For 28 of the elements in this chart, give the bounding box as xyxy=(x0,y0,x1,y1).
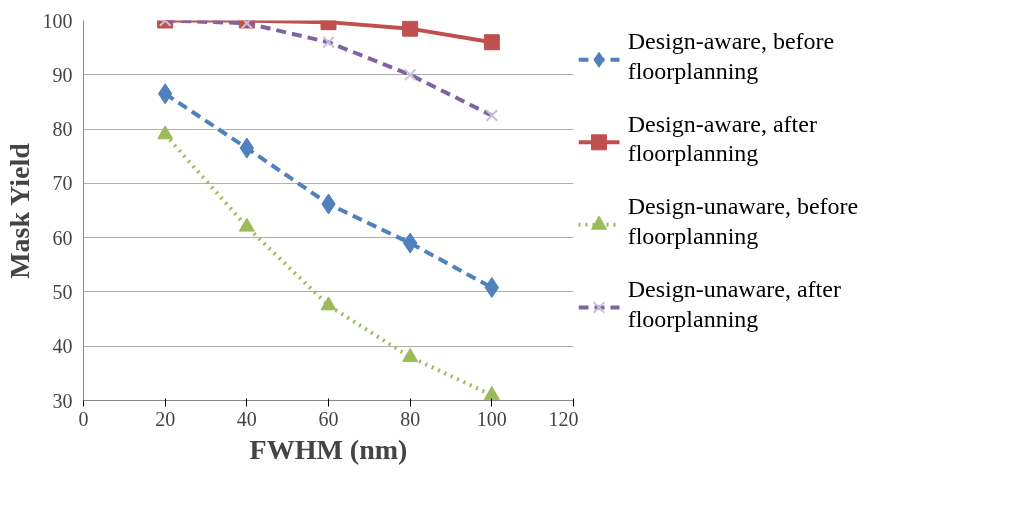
legend-label: Design-aware, after floorplanning xyxy=(627,110,817,167)
point xyxy=(402,347,419,362)
x-tick-label: 60 xyxy=(318,407,339,430)
legend-label: Design-aware, before floorplanning xyxy=(627,28,835,84)
y-axis-title: Mask Yield xyxy=(3,142,35,279)
y-tick-label: 70 xyxy=(52,172,73,195)
point xyxy=(483,34,500,51)
y-tick-label: 80 xyxy=(52,118,73,141)
y-tick-label: 50 xyxy=(52,280,73,303)
y-tick-label: 60 xyxy=(52,226,73,249)
point xyxy=(238,217,255,232)
legend-label: Design-unaware, after floorplanning xyxy=(627,275,841,332)
y-tick-label: 30 xyxy=(52,389,73,412)
x-tick-label: 100 xyxy=(476,407,507,430)
x-tick-label: 20 xyxy=(155,407,176,430)
y-tick-label: 40 xyxy=(52,335,73,358)
point xyxy=(402,20,419,37)
point xyxy=(320,296,337,311)
point xyxy=(483,385,500,400)
x-axis-title: FWHM (nm) xyxy=(249,433,408,465)
y-tick-label: 100 xyxy=(42,9,73,32)
y-tick-label: 90 xyxy=(52,63,73,86)
legend-label: Design-unaware, before floorplanning xyxy=(627,193,859,250)
x-tick-label: 120 xyxy=(548,407,579,430)
x-tick-label: 40 xyxy=(236,407,257,430)
point xyxy=(157,125,174,140)
x-tick-label: 0 xyxy=(78,407,89,430)
x-tick-label: 80 xyxy=(400,407,421,430)
